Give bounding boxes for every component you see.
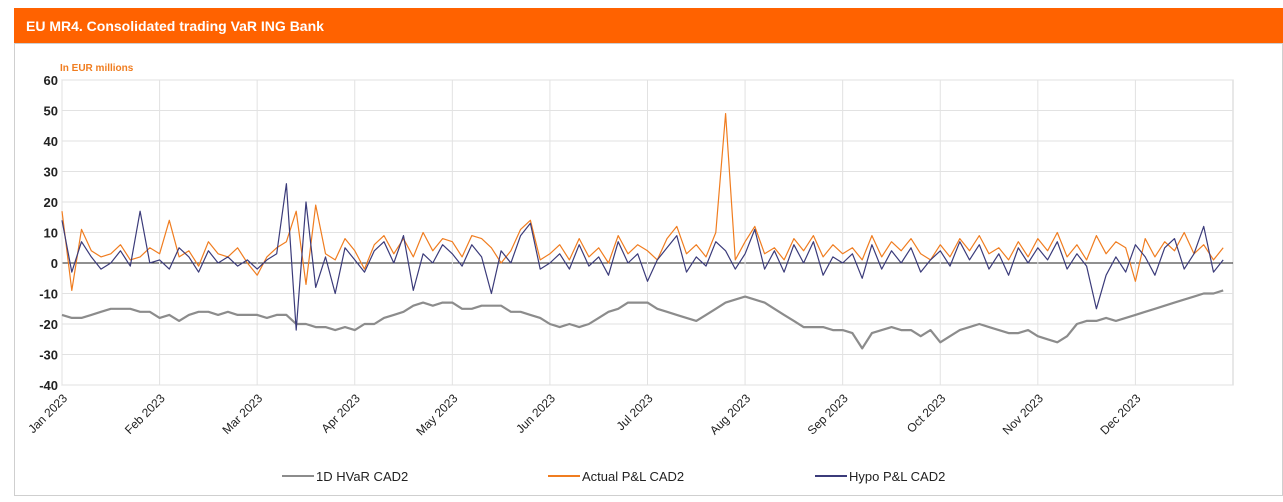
header-bar: [14, 8, 1283, 43]
panel: [14, 43, 1283, 496]
y-axis-label: In EUR millions: [60, 63, 134, 74]
y-tick-label: -20: [39, 317, 58, 332]
legend-label: Actual P&L CAD2: [582, 469, 684, 484]
chart-title: EU MR4. Consolidated trading VaR ING Ban…: [26, 18, 324, 34]
series-line: [61, 113, 1224, 291]
y-tick-label: 50: [44, 104, 58, 119]
y-tick-label: 40: [44, 134, 58, 149]
legend-label: Hypo P&L CAD2: [849, 469, 945, 484]
y-tick-label: -30: [39, 348, 58, 363]
y-tick-label: 30: [44, 165, 58, 180]
legend-label: 1D HVaR CAD2: [316, 469, 408, 484]
y-tick-label: -10: [39, 287, 58, 302]
y-tick-label: -40: [39, 378, 58, 393]
y-tick-label: 20: [44, 195, 58, 210]
series-line: [61, 289, 1224, 350]
y-tick-label: 0: [51, 256, 58, 271]
series-line: [61, 183, 1224, 331]
y-tick-label: 10: [44, 226, 58, 241]
y-tick-label: 60: [44, 73, 58, 88]
